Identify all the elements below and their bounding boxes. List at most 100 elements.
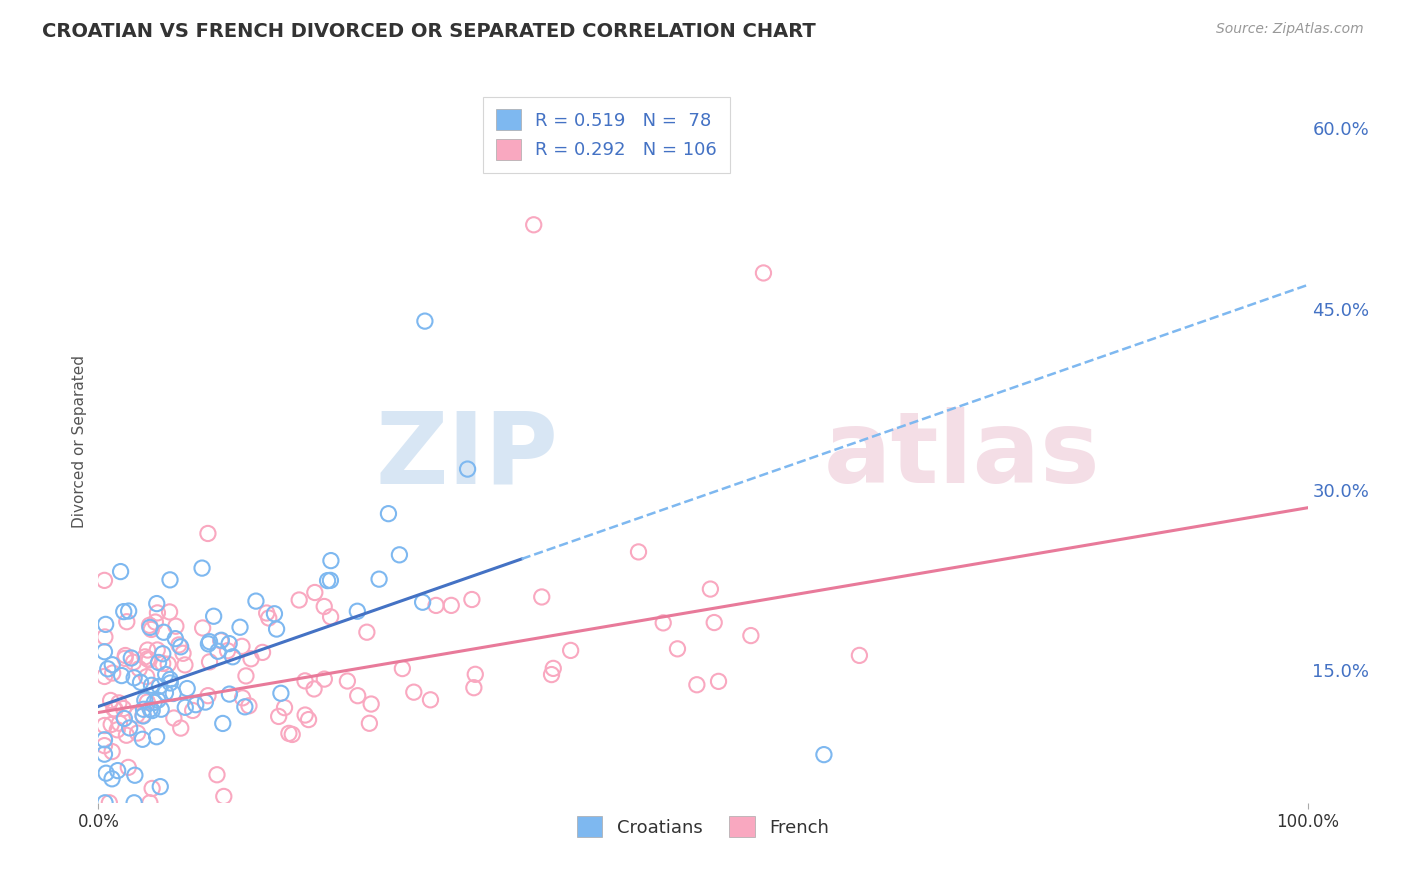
Point xyxy=(139,702,162,716)
Point xyxy=(267,709,290,723)
Point xyxy=(205,768,228,782)
Point xyxy=(463,681,485,695)
Point xyxy=(93,739,115,753)
Point xyxy=(165,632,187,646)
Point xyxy=(115,615,138,629)
Point xyxy=(172,646,194,660)
Point xyxy=(152,647,174,661)
Point xyxy=(159,676,181,690)
Point xyxy=(128,662,150,676)
Point xyxy=(149,780,172,794)
Point xyxy=(440,599,463,613)
Point xyxy=(388,548,411,562)
Point xyxy=(112,605,135,619)
Point xyxy=(197,689,219,703)
Point xyxy=(115,728,138,742)
Point xyxy=(132,709,155,723)
Point xyxy=(127,726,149,740)
Point xyxy=(233,699,256,714)
Point xyxy=(146,693,169,707)
Point xyxy=(129,675,152,690)
Point xyxy=(288,593,311,607)
Point xyxy=(217,644,239,658)
Y-axis label: Divorced or Separated: Divorced or Separated xyxy=(72,355,87,528)
Point xyxy=(391,662,413,676)
Point xyxy=(157,657,180,672)
Point xyxy=(165,619,187,633)
Point xyxy=(94,630,117,644)
Point xyxy=(138,653,160,667)
Point xyxy=(703,615,725,630)
Point xyxy=(211,716,233,731)
Point xyxy=(110,565,132,579)
Point xyxy=(270,686,292,700)
Point xyxy=(155,686,177,700)
Point xyxy=(101,657,124,672)
Point xyxy=(314,599,336,614)
Text: atlas: atlas xyxy=(824,408,1101,505)
Point xyxy=(627,545,650,559)
Point xyxy=(263,607,285,621)
Point xyxy=(139,796,162,810)
Point xyxy=(218,637,240,651)
Point xyxy=(103,702,125,716)
Point xyxy=(122,655,145,669)
Point xyxy=(194,695,217,709)
Point xyxy=(122,671,145,685)
Point xyxy=(252,645,274,659)
Point xyxy=(114,651,136,665)
Point xyxy=(134,693,156,707)
Point xyxy=(167,638,190,652)
Point xyxy=(174,700,197,714)
Point xyxy=(209,633,232,648)
Point xyxy=(107,764,129,778)
Point xyxy=(231,640,253,654)
Point xyxy=(359,716,381,731)
Point xyxy=(148,656,170,670)
Point xyxy=(197,637,219,651)
Point xyxy=(132,702,155,716)
Point xyxy=(148,680,170,694)
Point xyxy=(114,648,136,663)
Text: ZIP: ZIP xyxy=(375,408,558,505)
Point xyxy=(135,670,157,684)
Point xyxy=(346,604,368,618)
Point xyxy=(209,633,232,648)
Point xyxy=(319,610,342,624)
Point xyxy=(162,686,184,700)
Point xyxy=(336,673,359,688)
Point xyxy=(419,693,441,707)
Point xyxy=(93,669,115,683)
Point xyxy=(93,645,115,659)
Point xyxy=(141,623,163,637)
Point xyxy=(118,721,141,735)
Point xyxy=(141,678,163,692)
Point xyxy=(94,766,117,780)
Point xyxy=(134,649,156,664)
Point xyxy=(686,678,709,692)
Point xyxy=(319,574,342,588)
Point xyxy=(464,667,486,681)
Point xyxy=(93,718,115,732)
Point xyxy=(159,573,181,587)
Point xyxy=(141,704,163,718)
Point xyxy=(101,665,124,680)
Point xyxy=(218,687,240,701)
Point xyxy=(377,507,399,521)
Point xyxy=(191,561,214,575)
Point xyxy=(94,796,117,810)
Point xyxy=(139,620,162,634)
Point xyxy=(145,730,167,744)
Point xyxy=(543,661,565,675)
Point xyxy=(319,553,342,567)
Point xyxy=(100,693,122,707)
Point xyxy=(118,604,141,618)
Point xyxy=(235,669,257,683)
Point xyxy=(699,582,721,596)
Point xyxy=(240,652,263,666)
Point xyxy=(314,672,336,686)
Point xyxy=(740,629,762,643)
Text: CROATIAN VS FRENCH DIVORCED OR SEPARATED CORRELATION CHART: CROATIAN VS FRENCH DIVORCED OR SEPARATED… xyxy=(42,22,815,41)
Point xyxy=(159,605,181,619)
Point xyxy=(221,649,243,664)
